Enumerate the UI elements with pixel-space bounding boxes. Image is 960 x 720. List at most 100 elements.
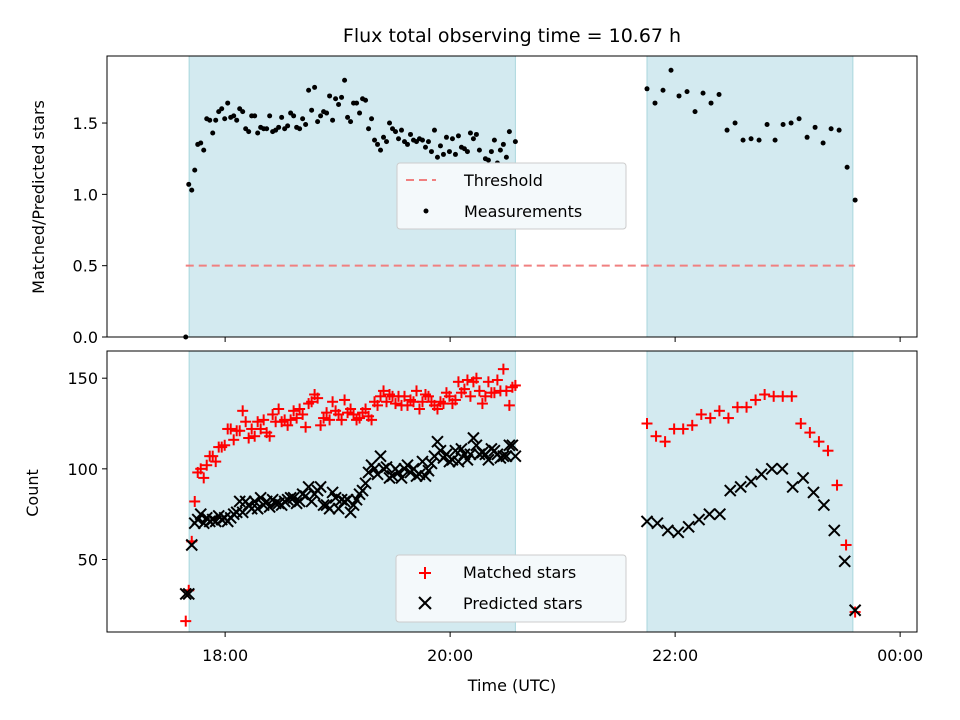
- predicted-star-point: [828, 524, 841, 537]
- measurement-point: [234, 117, 240, 123]
- matched-star-point: [804, 427, 816, 439]
- matched-star-point: [813, 436, 825, 448]
- x-marker-b: [817, 498, 831, 512]
- x-marker-b: [413, 468, 426, 481]
- x-marker-b: [755, 468, 768, 481]
- x-marker-b: [359, 477, 372, 490]
- predicted-star-point: [765, 462, 779, 476]
- measurement-point: [476, 147, 482, 153]
- measurement-point: [192, 167, 198, 173]
- x-marker-b: [497, 449, 510, 463]
- measurement-point: [219, 106, 225, 112]
- x-marker-b: [392, 466, 405, 479]
- measurement-point: [828, 126, 834, 132]
- x-marker-b: [734, 480, 747, 494]
- x-marker-b: [341, 493, 354, 506]
- measurement-point: [419, 137, 425, 143]
- matched-star-point: [482, 376, 494, 388]
- x-marker-b: [284, 491, 297, 505]
- matched-star-point: [288, 405, 300, 417]
- measurement-point: [336, 101, 342, 107]
- measurement-point: [652, 100, 658, 106]
- measurement-point: [330, 117, 336, 123]
- predicted-star-point: [179, 587, 192, 601]
- matched-star-point: [315, 419, 327, 431]
- predicted-star-point: [651, 517, 664, 530]
- predicted-star-point: [672, 526, 685, 539]
- measurement-point: [285, 123, 291, 129]
- x-marker-b: [446, 453, 459, 466]
- x-tick-label: 18:00: [202, 646, 248, 665]
- matched-star-point: [659, 436, 671, 448]
- measurement-point: [183, 334, 189, 340]
- predicted-star-point: [356, 484, 369, 497]
- measurement-point: [306, 87, 312, 93]
- x-marker-b: [314, 480, 327, 494]
- x-marker-b: [254, 491, 267, 505]
- matched-star-point: [470, 372, 482, 384]
- measurement-point: [452, 151, 458, 157]
- measurement-point: [740, 137, 746, 143]
- measurement-point: [300, 116, 306, 122]
- measurement-point: [210, 130, 216, 136]
- matched-star-point: [641, 418, 653, 430]
- matched-star-point: [381, 396, 393, 408]
- x-marker-b: [329, 491, 342, 505]
- matched-star-point: [413, 403, 425, 415]
- predicted-star-point: [317, 498, 330, 512]
- predicted-star-point: [661, 524, 675, 537]
- matched-star-point: [822, 445, 834, 457]
- measurement-point: [186, 181, 192, 187]
- predicted-legend-label: Predicted stars: [463, 594, 583, 613]
- measurement-point: [425, 139, 431, 145]
- matched-star-point: [686, 419, 698, 431]
- predicted-star-point: [395, 471, 408, 485]
- predicted-star-point: [422, 464, 435, 477]
- measurement-point: [207, 117, 213, 123]
- measurement-point: [240, 109, 246, 115]
- predicted-star-point: [248, 495, 261, 508]
- measurement-point: [252, 113, 258, 119]
- matched-star-point: [497, 363, 509, 375]
- matched-star-point: [500, 385, 512, 397]
- predicted-star-point: [185, 538, 198, 552]
- x-marker-b: [194, 507, 207, 521]
- x-marker-b: [786, 480, 799, 494]
- measurement-point: [333, 96, 339, 102]
- x-marker-b: [368, 462, 381, 476]
- observing-window-1: [646, 55, 854, 338]
- measurement-point: [309, 107, 315, 113]
- measurement-point: [497, 147, 503, 153]
- measurement-point: [404, 141, 410, 147]
- matched-star-point: [243, 432, 255, 444]
- predicted-star-point: [713, 507, 727, 521]
- bottom-legend: Matched stars Predicted stars: [395, 554, 627, 623]
- x-marker-b: [807, 486, 820, 499]
- measurement-point: [512, 139, 518, 145]
- matched-star-point: [291, 412, 303, 424]
- matched-star-point: [443, 390, 455, 402]
- measurement-point: [264, 126, 270, 132]
- predicted-star-point: [431, 435, 444, 448]
- predicted-star-point: [796, 471, 810, 485]
- measurement-point: [820, 140, 826, 146]
- measurements-legend-label: Measurements: [464, 202, 582, 221]
- x-marker-b: [455, 442, 468, 456]
- matched-star-point: [677, 423, 689, 435]
- matched-star-point: [234, 425, 246, 437]
- measurement-point: [812, 124, 818, 130]
- matched-star-point: [180, 615, 192, 627]
- top-y-axis-label: Matched/Predicted stars: [29, 100, 48, 294]
- measurement-point: [276, 124, 282, 130]
- matched-star-point: [300, 421, 312, 433]
- matched-star-point: [452, 376, 464, 388]
- matched-star-point: [258, 414, 270, 426]
- measurement-point: [279, 114, 285, 120]
- matched-star-point: [449, 394, 461, 406]
- predicted-star-point: [776, 462, 789, 476]
- matched-star-point: [321, 407, 333, 419]
- measurement-point: [357, 110, 363, 116]
- matched-star-point: [228, 434, 240, 446]
- predicted-legend-swatch: [418, 596, 432, 610]
- matched-star-point: [759, 389, 771, 401]
